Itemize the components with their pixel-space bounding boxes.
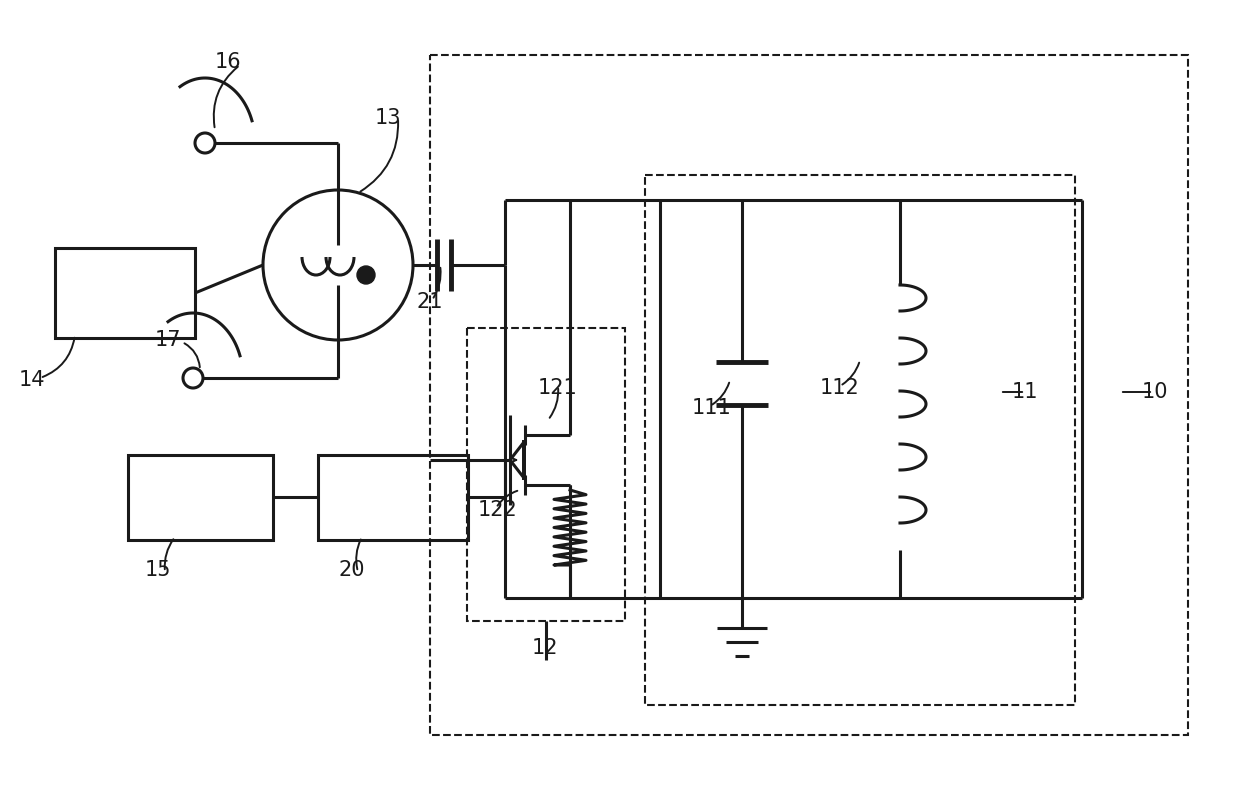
Text: 122: 122	[479, 500, 518, 520]
Text: 16: 16	[215, 52, 242, 72]
Text: 20: 20	[339, 560, 366, 580]
Text: 112: 112	[820, 378, 859, 398]
Text: 12: 12	[532, 638, 558, 658]
Bar	[467, 328, 625, 621]
Bar	[317, 455, 467, 540]
Text: 121: 121	[538, 378, 578, 398]
Bar	[645, 175, 1075, 705]
Text: 17: 17	[155, 330, 181, 350]
Text: 13: 13	[374, 108, 402, 128]
Text: 15: 15	[145, 560, 171, 580]
Bar	[55, 248, 195, 338]
Text: 11: 11	[1012, 382, 1038, 402]
Text: 21: 21	[417, 292, 443, 312]
Text: 14: 14	[19, 370, 45, 390]
Bar	[128, 455, 273, 540]
Bar	[430, 55, 1188, 735]
Text: 111: 111	[692, 398, 732, 418]
Text: 10: 10	[1142, 382, 1168, 402]
Circle shape	[357, 266, 374, 284]
